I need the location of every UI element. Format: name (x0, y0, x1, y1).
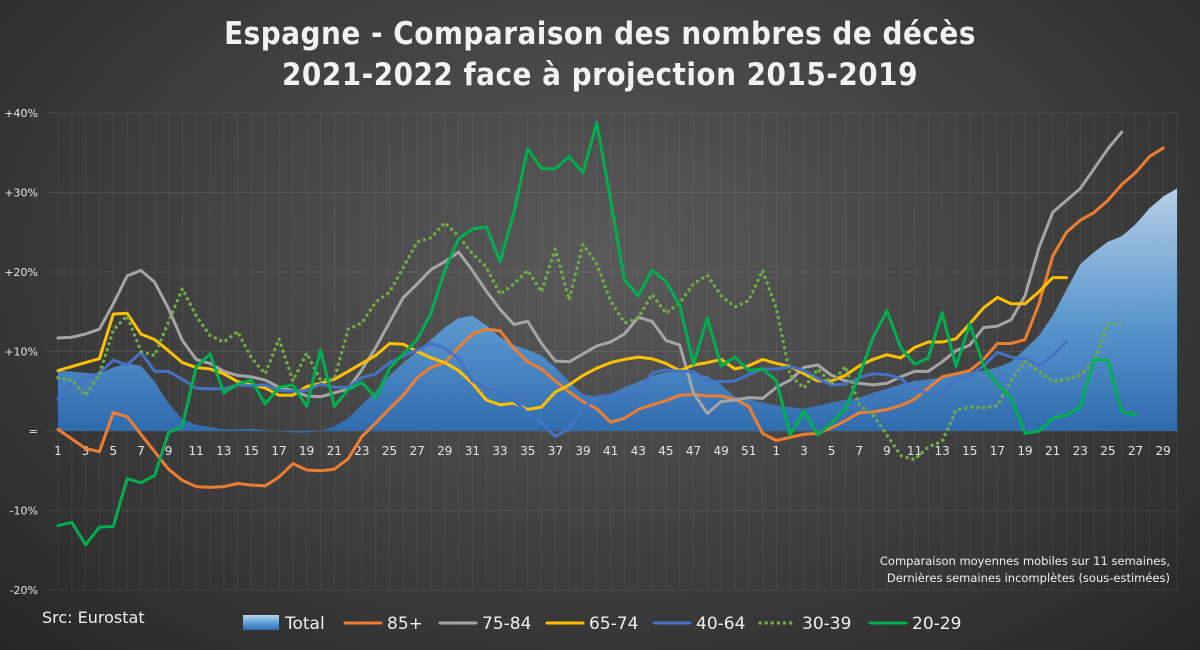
x-tick-label: 5 (828, 444, 836, 458)
x-tick-label: 27 (410, 444, 425, 458)
series-40-64-line (56, 340, 1068, 439)
x-tick-label: 45 (658, 444, 673, 458)
y-tick-label: +20% (4, 266, 38, 279)
x-tick-label: 27 (1128, 444, 1143, 458)
legend-30-39: 30-39 (758, 614, 851, 634)
x-tick-label: 17 (271, 444, 286, 458)
y-tick-label: = (29, 425, 38, 438)
x-tick-label: 13 (935, 444, 950, 458)
x-tick-label: 19 (1017, 444, 1032, 458)
x-tick-label: 35 (520, 444, 535, 458)
x-tick-label: 41 (603, 444, 618, 458)
legend-label: 85+ (387, 614, 423, 634)
legend-20-29: 20-29 (868, 614, 961, 634)
x-tick-label: 3 (82, 444, 90, 458)
x-tick-label: 23 (1073, 444, 1088, 458)
x-tick-label: 49 (713, 444, 728, 458)
x-tick-label: 25 (1100, 444, 1115, 458)
x-tick-label: 33 (492, 444, 507, 458)
y-tick-label: +30% (4, 187, 38, 200)
x-tick-label: 31 (465, 444, 480, 458)
legend-label: 30-39 (802, 614, 851, 634)
series-75-84-line (56, 130, 1124, 415)
x-tick-label: 21 (1045, 444, 1060, 458)
x-tick-label: 9 (883, 444, 891, 458)
gridlines (47, 112, 1180, 591)
x-tick-label: 43 (631, 444, 646, 458)
legend-label: 20-29 (912, 614, 961, 634)
x-tick-label: 21 (327, 444, 342, 458)
x-tick-label: 3 (800, 444, 808, 458)
y-tick-label: -10% (10, 505, 38, 518)
chart-title-line1: Espagne - Comparaison des nombres de déc… (224, 16, 976, 52)
x-tick-label: 9 (165, 444, 173, 458)
x-axis: 1 3 5 7 9 11 13 15 17 19 21 23 25 27 29 31 33 35 37 39 41 43 4… (54, 444, 1171, 458)
legend-label: Total (284, 614, 325, 634)
legend-75-84: 75-84 (438, 614, 531, 634)
x-tick-label: 1 (54, 444, 62, 458)
legend-85: 85+ (343, 614, 423, 634)
chart-note: Comparaison moyennes mobiles sur 11 sema… (880, 553, 1170, 587)
x-tick-label: 15 (962, 444, 977, 458)
plot-area (56, 121, 1177, 547)
legend: Total 85+ 75-84 65-74 40-64 30-39 20-29 (243, 614, 961, 634)
y-tick-label: -20% (10, 584, 38, 597)
note-line1: Comparaison moyennes mobiles sur 11 sema… (879, 554, 1170, 568)
x-tick-label: 51 (741, 444, 756, 458)
legend-total: Total (243, 614, 325, 634)
x-tick-label: 47 (686, 444, 701, 458)
x-tick-label: 29 (437, 444, 452, 458)
x-tick-label: 25 (382, 444, 397, 458)
note-line2: Dernières semaines incomplètes (sous-est… (886, 571, 1170, 585)
x-tick-label: 37 (548, 444, 563, 458)
legend-label: 65-74 (589, 614, 638, 634)
x-tick-label: 19 (299, 444, 314, 458)
x-tick-label: 17 (990, 444, 1005, 458)
legend-40-64: 40-64 (652, 614, 745, 634)
y-axis: -20% -10% = +10% +20% +30% +40% (4, 107, 38, 597)
x-tick-label: 15 (244, 444, 259, 458)
legend-label: 75-84 (482, 614, 531, 634)
x-tick-label: 1 (773, 444, 781, 458)
series-total-area (58, 188, 1177, 433)
x-tick-label: 29 (1156, 444, 1171, 458)
legend-swatch (243, 615, 279, 630)
x-tick-label: 13 (216, 444, 231, 458)
series-65-74-line (56, 276, 1068, 411)
x-tick-label: 7 (137, 444, 145, 458)
y-tick-label: +10% (4, 346, 38, 359)
source-label: Src: Eurostat (42, 608, 145, 627)
legend-65-74: 65-74 (545, 614, 638, 634)
series-85-line (56, 146, 1165, 489)
series-20-29-line (56, 121, 1138, 547)
x-tick-label: 11 (189, 444, 204, 458)
x-tick-label: 39 (575, 444, 590, 458)
y-tick-label: +40% (4, 107, 38, 120)
series-30-39-line (56, 221, 1124, 462)
x-tick-label: 23 (354, 444, 369, 458)
chart-title: Espagne - Comparaison des nombres de déc… (0, 14, 1200, 96)
legend-label: 40-64 (696, 614, 745, 634)
x-tick-label: 7 (855, 444, 863, 458)
x-tick-label: 5 (109, 444, 117, 458)
chart-title-line2: 2021-2022 face à projection 2015-2019 (282, 57, 918, 93)
x-tick-label: 11 (907, 444, 922, 458)
